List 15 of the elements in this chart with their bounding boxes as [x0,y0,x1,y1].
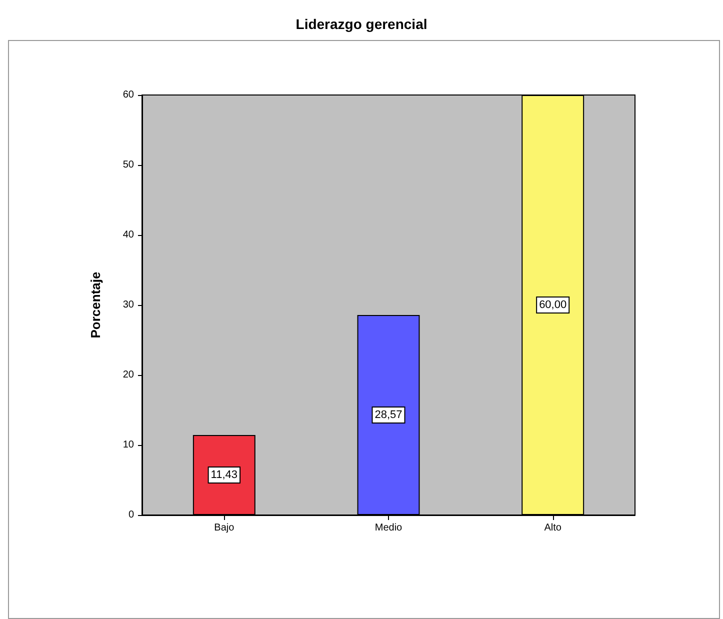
x-tick-label: Alto [544,522,562,534]
x-tick-label: Bajo [214,522,235,534]
y-tick-label: 50 [122,160,134,170]
chart-title: Liderazgo gerencial [296,16,428,32]
y-tick-label: 30 [122,300,134,310]
data-label: 28,57 [374,409,402,422]
y-axis-title: Porcentaje [88,272,103,338]
y-tick-label: 20 [122,370,134,380]
x-tick-label: Medio [374,522,403,534]
data-label: 60,00 [539,299,567,311]
data-label: 11,43 [210,468,238,481]
y-tick-label: 40 [122,230,134,240]
y-tick-label: 0 [128,510,134,520]
y-tick-label: 10 [122,440,134,450]
y-tick-label: 60 [122,90,134,100]
